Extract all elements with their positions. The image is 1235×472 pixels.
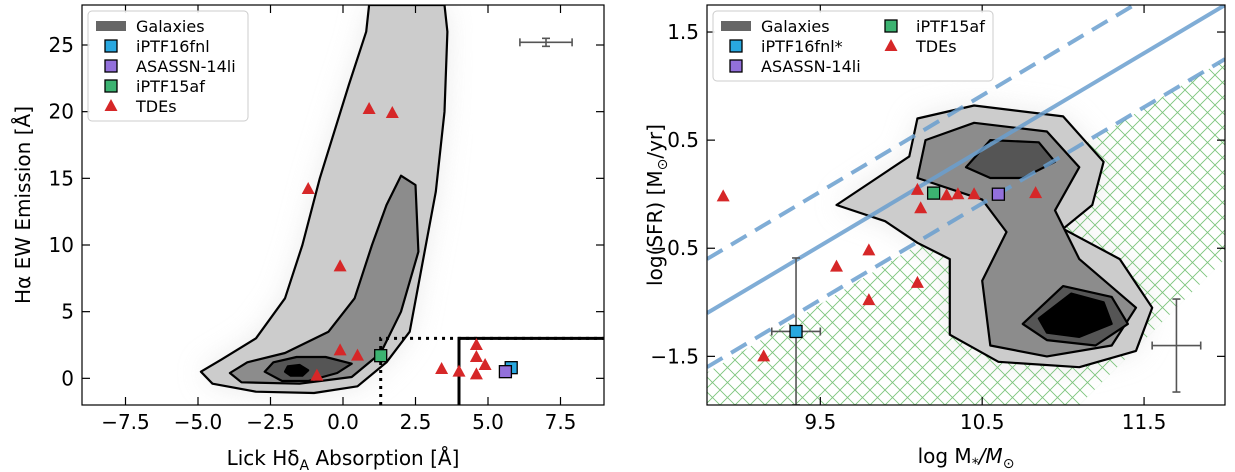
x-tick-label: −2.5 [246, 410, 295, 434]
x-tick-label: 5.0 [472, 410, 504, 434]
left-plot-area [199, 5, 604, 405]
y-tick-label: 20 [49, 100, 74, 124]
tde-marker [914, 201, 928, 214]
tde-marker [862, 243, 876, 256]
galaxy-contour-core [1037, 292, 1113, 338]
tde-marker [716, 189, 730, 202]
selection-box-solid [457, 336, 604, 405]
legend-swatch-iptf16fnl [104, 39, 118, 53]
legend-frame [87, 10, 249, 122]
legend-swatch-asassn-14li [729, 59, 743, 73]
tde-marker [362, 102, 376, 114]
x-tick-label: 11.5 [1122, 410, 1167, 434]
right-plot-area [707, 5, 1225, 405]
legend-label-galaxies: Galaxies [761, 17, 830, 36]
iptf15af-marker [374, 349, 388, 363]
sfms-line-solid-0 [707, 5, 1225, 315]
tde-marker [478, 358, 492, 370]
legend-swatch-galaxies [721, 21, 751, 31]
sfms-line-dashed-2 [707, 57, 1225, 369]
x-tick-label: 7.5 [545, 410, 577, 434]
right-x-axis-label: log M*/M⊙ [918, 444, 1015, 472]
legend-label-iptf15af: iPTF15af [136, 77, 205, 96]
legend-swatch-galaxies [96, 21, 126, 31]
asassn-14li-marker [991, 187, 1006, 201]
tde-marker [452, 364, 466, 377]
iptf16fnl-marker [789, 324, 803, 339]
tde-marker [385, 106, 399, 118]
representative-errorbar [519, 37, 573, 48]
tde-marker [469, 338, 483, 350]
right-y-axis-label: log(SFR) [M⊙/yr] [643, 124, 671, 286]
iptf15af-marker [926, 186, 941, 200]
tde-marker [951, 187, 965, 200]
y-tick-label: 1.5 [667, 20, 699, 44]
tde-marker [333, 343, 347, 356]
tde-marker [469, 350, 483, 362]
legend-swatch-asassn-14li [104, 59, 118, 73]
legend-label-iptf15af: iPTF15af [916, 17, 985, 36]
left-x-axis-label: Lick HδA Absorption [Å] [227, 446, 460, 472]
representative-errorbar [1151, 298, 1202, 393]
x-tick-label: −5.0 [174, 410, 223, 434]
y-tick-label: 10 [49, 233, 74, 257]
legend-label-iptf16fnl: iPTF16fnl* [761, 37, 843, 56]
left-y-axis-label: Hα EW Emission [Å] [11, 106, 35, 304]
legend-swatch-tdes [104, 99, 118, 111]
y-tick-label: −0.5 [650, 236, 699, 260]
legend-label-asassn-14li: ASASSN-14li [136, 57, 236, 76]
legend-label-galaxies: Galaxies [136, 17, 205, 36]
left-ticks: −7.5 −5.0 −2.5 0.0 2.5 5.0 7.5 0 5 10 15 20 25 [49, 5, 604, 434]
right-axes-frame [706, 4, 1226, 406]
selection-box-dotted [379, 336, 604, 405]
y-tick-label: 25 [49, 33, 74, 57]
legend-swatch-iptf15af [104, 79, 118, 93]
legend-swatch-tdes [884, 39, 898, 51]
y-tick-label: 0.5 [667, 128, 699, 152]
legend-label-tdes: TDEs [915, 37, 957, 56]
tde-marker [967, 187, 981, 200]
tde-marker [301, 182, 315, 194]
y-tick-label: 15 [49, 166, 74, 190]
tde-marker [940, 188, 954, 201]
x-tick-label: 2.5 [400, 410, 432, 434]
x-tick-label: 0.0 [327, 410, 359, 434]
legend-label-iptf16fnl: iPTF16fnl [136, 37, 210, 56]
tde-marker [351, 348, 364, 361]
y-tick-label: 5 [61, 300, 74, 324]
x-tick-label: 9.5 [804, 410, 836, 434]
asassn-14li-marker [498, 365, 513, 379]
tde-marker [910, 275, 924, 288]
tde-marker [310, 368, 324, 381]
tde-marker [910, 182, 924, 195]
tde-marker [1029, 186, 1043, 199]
legend-label-asassn-14li: ASASSN-14li [761, 57, 861, 76]
right-panel-sfr-vs-mass: 9.5 10.5 11.5 −1.5 −0.5 0.5 1.5 log M*/M⊙ log(… [643, 4, 1226, 472]
galaxy-contour-inner [263, 355, 353, 383]
x-tick-label: 10.5 [960, 410, 1005, 434]
galaxy-contour-core [283, 363, 310, 377]
tde-marker [333, 259, 347, 272]
galaxy-contour-middle [228, 174, 420, 385]
legend-label-tdes: TDEs [135, 97, 177, 116]
tde-marker [435, 362, 449, 374]
right-ticks: 9.5 10.5 11.5 −1.5 −0.5 0.5 1.5 [650, 5, 1225, 434]
tde-marker [830, 259, 843, 272]
tde-marker [757, 349, 771, 362]
legend-frame [712, 10, 994, 82]
tde-marker [469, 367, 483, 380]
x-tick-label: −7.5 [101, 410, 150, 434]
y-tick-label: −1.5 [650, 344, 699, 368]
legend-swatch-iptf16fnl [729, 39, 743, 53]
left-panel-halpha-vs-hdelta: −7.5 −5.0 −2.5 0.0 2.5 5.0 7.5 0 5 10 15 20 25 Lick … [11, 4, 605, 472]
y-tick-label: 0 [61, 366, 74, 390]
sfms-line-dashed-1 [707, 5, 1139, 261]
legend-swatch-iptf15af [884, 19, 898, 33]
tde-marker [862, 293, 876, 306]
